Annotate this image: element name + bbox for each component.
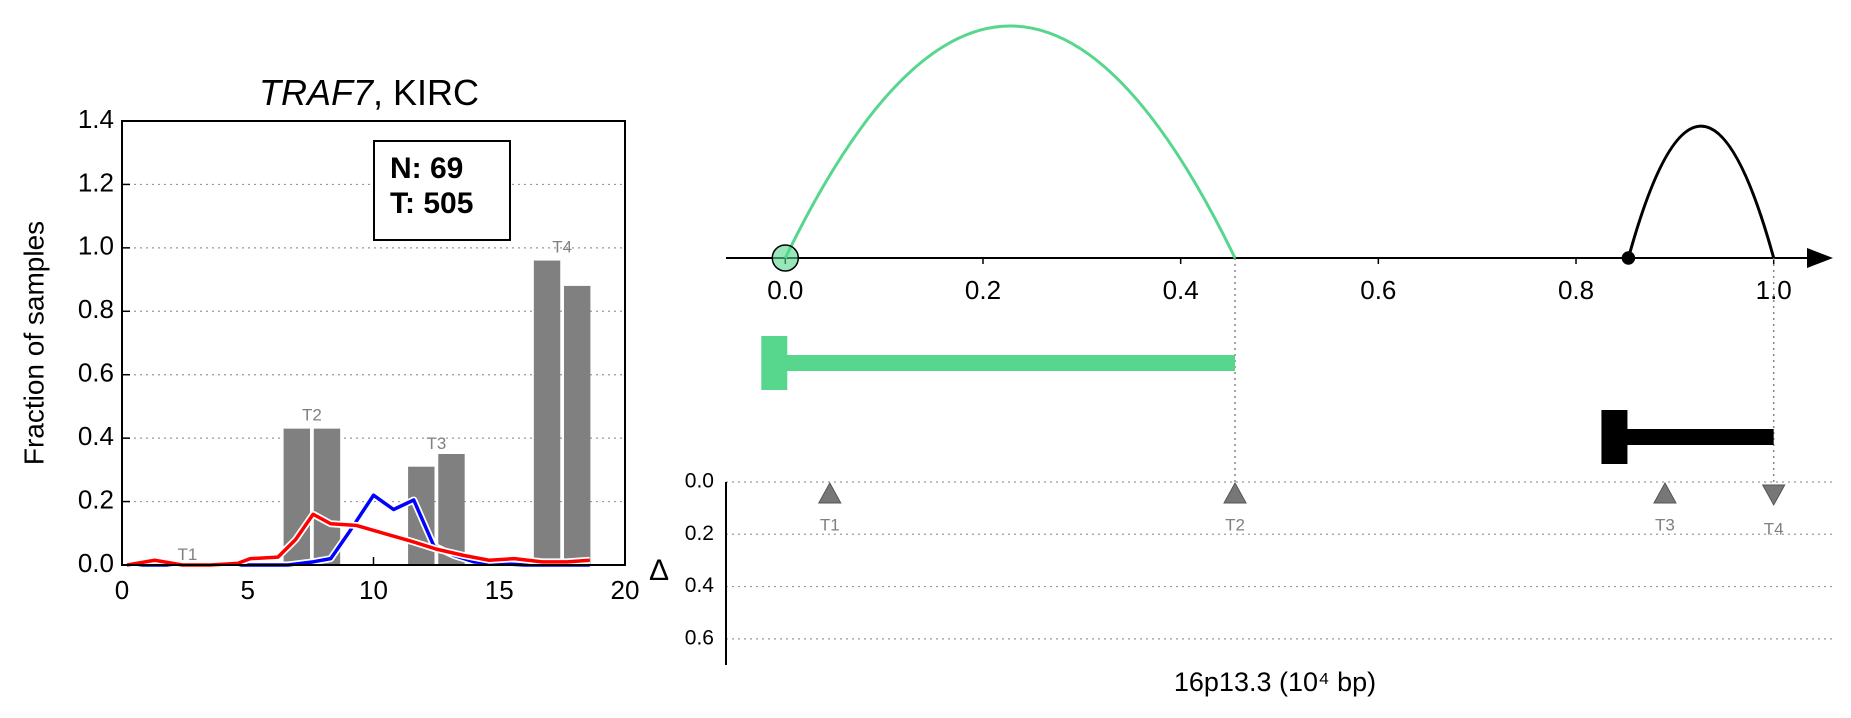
title-rest: , KIRC <box>373 72 479 113</box>
x-tick-label: 20 <box>611 575 640 605</box>
y-tick-label: 0.0 <box>685 470 714 493</box>
transcript-cap <box>1601 410 1628 464</box>
y-tick-label: 0.8 <box>78 294 114 324</box>
y-tick-label: 1.0 <box>78 231 114 261</box>
annotation: T1 <box>177 545 197 564</box>
bar <box>564 285 591 565</box>
y-tick-label: 0.4 <box>685 574 715 597</box>
bar <box>313 428 341 565</box>
marker <box>817 481 842 504</box>
marker-label: T1 <box>820 515 840 534</box>
info-text: T: 505 <box>390 187 473 220</box>
marker <box>1653 481 1677 504</box>
x-axis-label: 16p13.3 (10⁴ bp) <box>1174 667 1376 697</box>
annotation: T3 <box>426 434 446 453</box>
annotation: T4 <box>552 237 572 256</box>
arc <box>783 24 1237 259</box>
y-tick-label: 0.2 <box>78 484 114 514</box>
y-tick-label: 0.2 <box>685 522 714 545</box>
x-tick-label: 10 <box>359 575 388 605</box>
y-tick-label: 0.4 <box>78 421 114 451</box>
marker-label: T2 <box>1225 515 1245 534</box>
marker-label: T3 <box>1655 515 1675 534</box>
y-axis-label: Δ <box>649 554 669 587</box>
transcript-cap <box>761 336 788 390</box>
chart-title: TRAF7, KIRC <box>259 72 479 113</box>
x-tick-label: 0.0 <box>767 275 803 305</box>
info-text: N: 69 <box>390 152 463 185</box>
arc <box>1626 124 1776 259</box>
y-axis-label: Fraction of samples <box>18 221 49 465</box>
marker <box>1761 484 1786 507</box>
x-tick-label: 0.6 <box>1360 275 1396 305</box>
x-tick-label: 0.4 <box>1163 275 1199 305</box>
transcript-body <box>785 355 1236 371</box>
marker <box>1223 481 1247 504</box>
info-box <box>373 140 511 241</box>
y-tick-label: 0.6 <box>78 358 114 388</box>
y-tick-label: 0.0 <box>78 548 114 578</box>
y-tick-label: 0.6 <box>685 626 714 649</box>
annotation: T2 <box>302 405 322 424</box>
x-tick-label: 15 <box>485 575 514 605</box>
y-tick-label: 1.4 <box>78 104 114 134</box>
marker-label: T4 <box>1764 519 1784 538</box>
x-tick-label: 5 <box>241 575 255 605</box>
y-tick-label: 1.2 <box>78 167 114 197</box>
x-tick-label: 0.8 <box>1558 275 1594 305</box>
frame <box>121 120 626 566</box>
bar <box>533 260 561 565</box>
arc-origin <box>771 244 800 272</box>
arc-origin <box>1621 251 1636 265</box>
x-tick-label: 0.2 <box>965 275 1001 305</box>
arc-axis-arrow <box>1807 248 1833 268</box>
title-gene: TRAF7 <box>259 72 375 113</box>
x-tick-label: 0 <box>115 575 129 605</box>
transcript-body <box>1625 429 1774 445</box>
